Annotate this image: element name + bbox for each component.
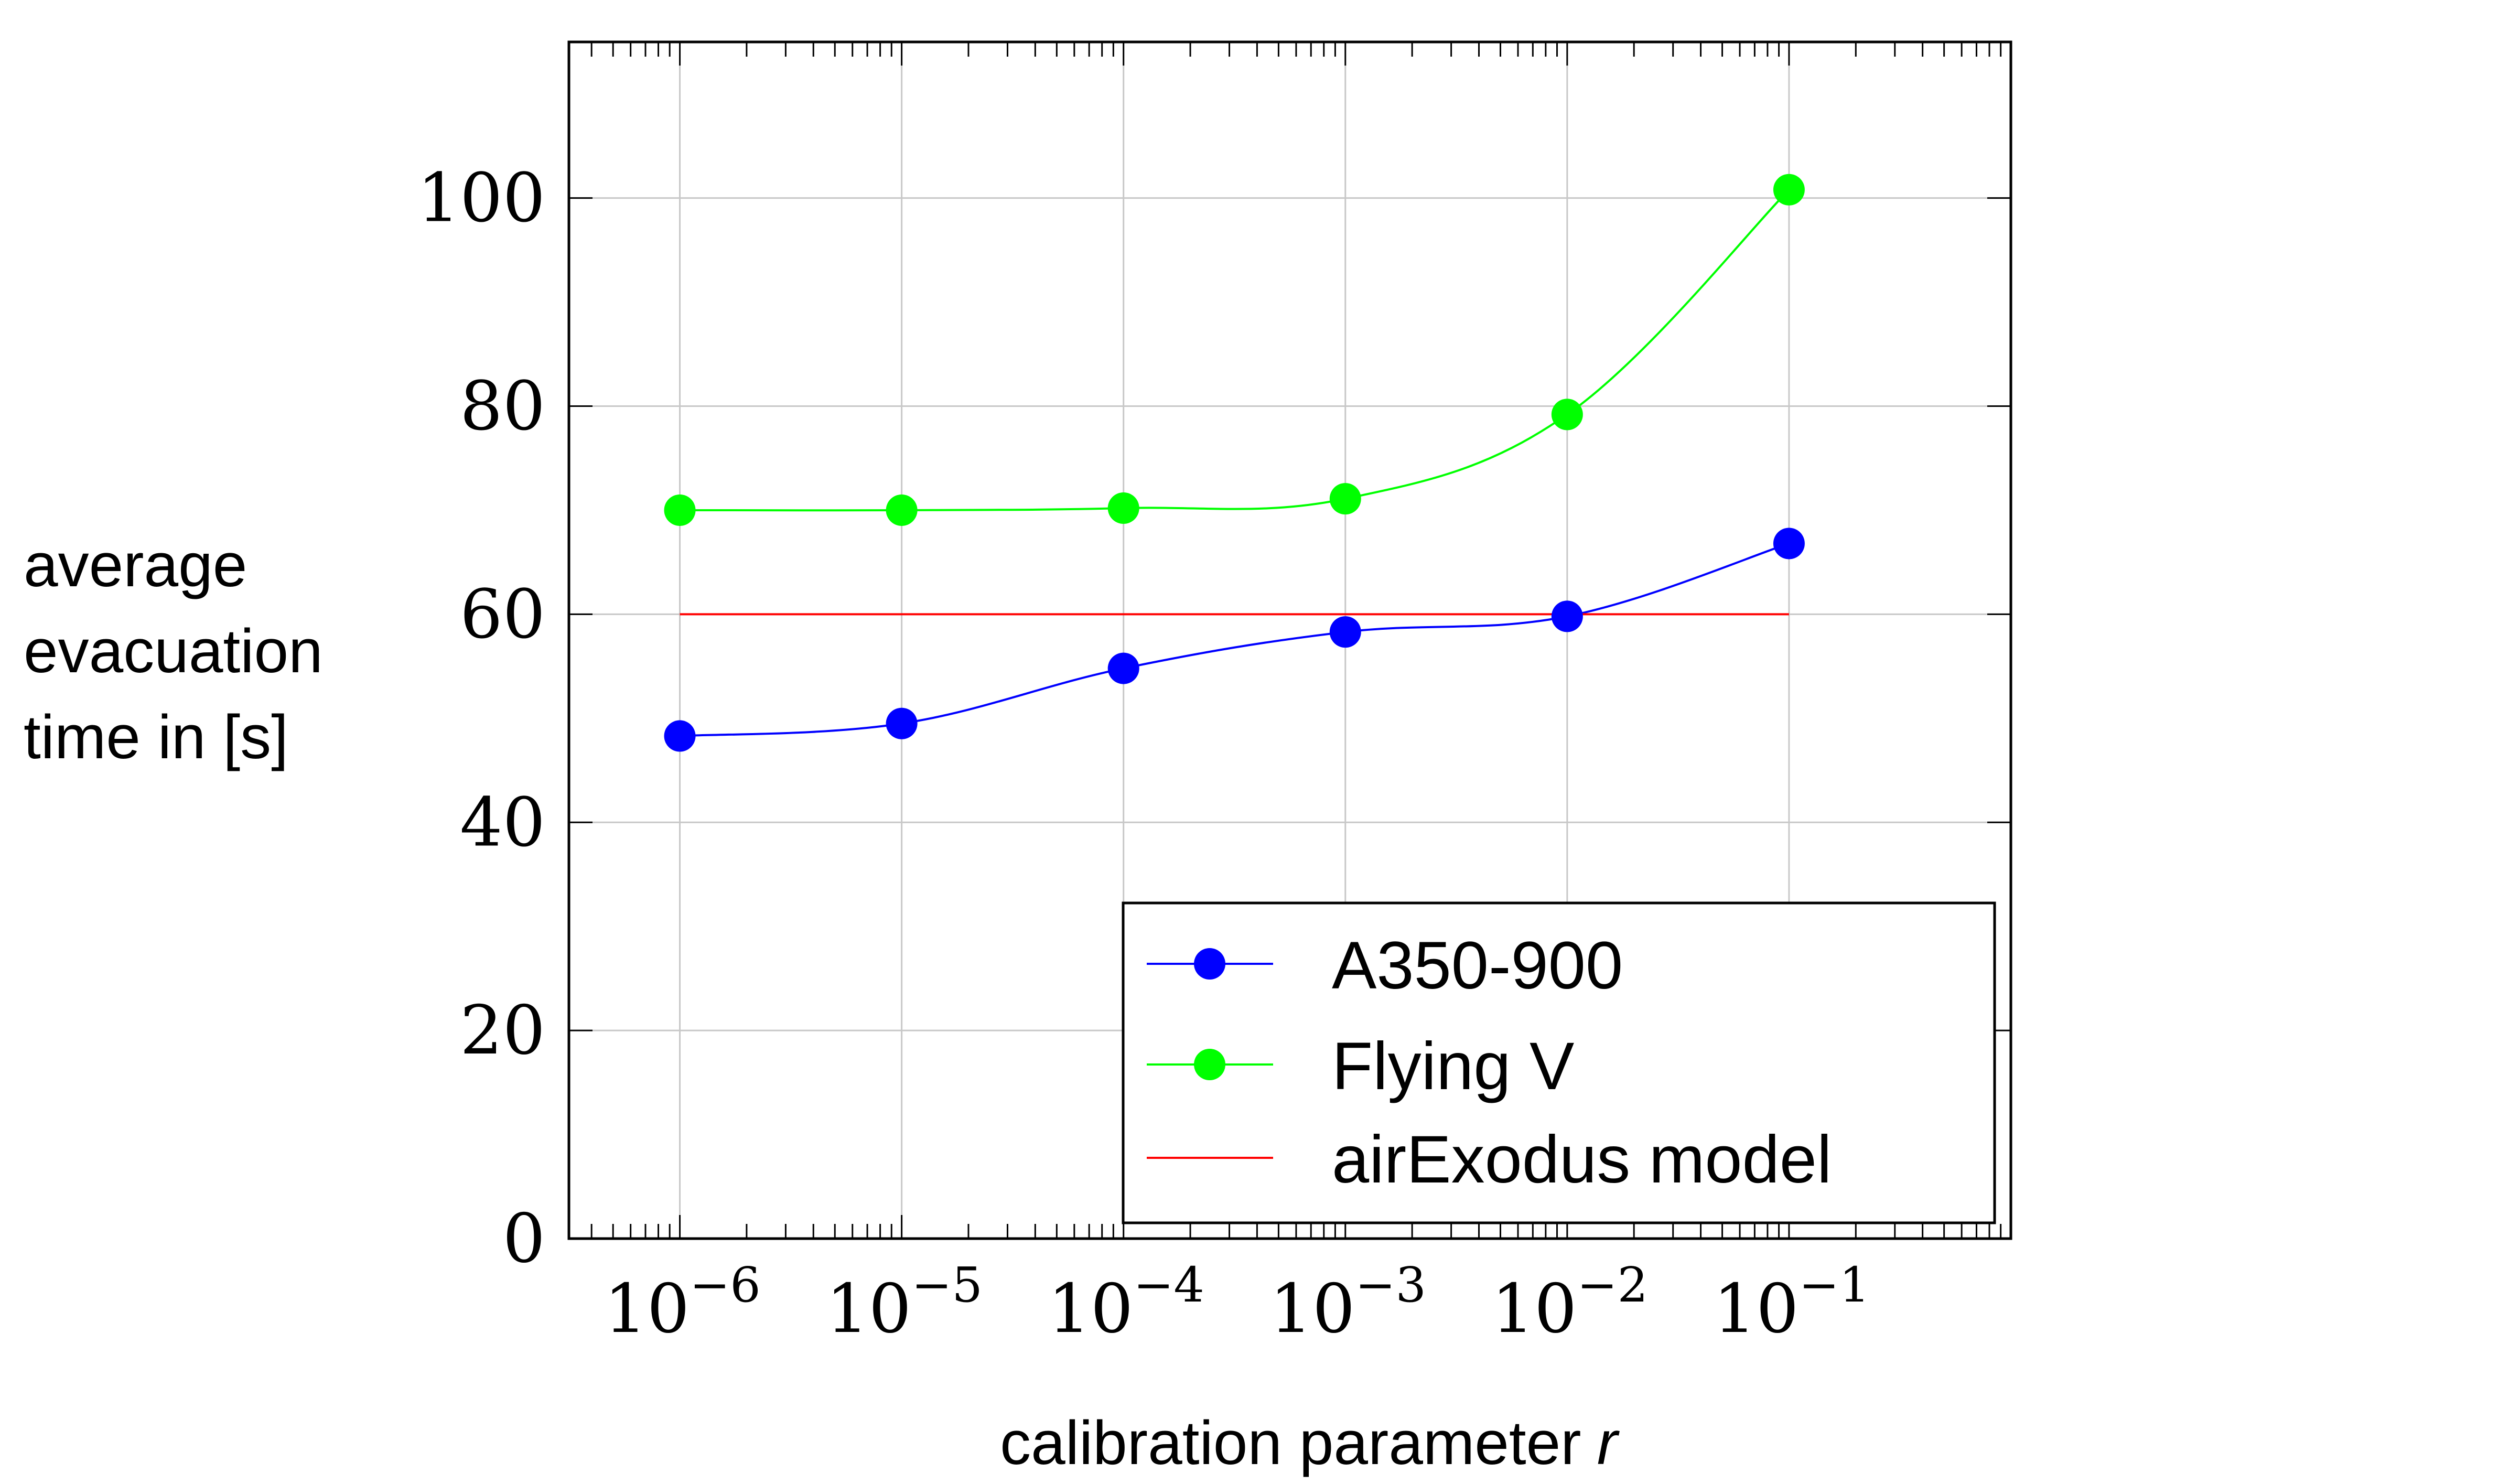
x-axis-title-variable: r: [1597, 1408, 1620, 1478]
y-tick-label: 0: [503, 1200, 545, 1278]
data-point-flying-v: [1107, 492, 1139, 524]
legend-marker-a350: [1194, 948, 1225, 980]
data-point-a350-900: [1329, 616, 1361, 648]
y-axis-title-line-2: evacuation: [24, 617, 323, 686]
legend-label-flying-v: Flying V: [1332, 1029, 1574, 1104]
y-tick-labels: 0 20 40 60 80 100: [417, 159, 545, 1278]
x-axis-title: calibration parameter r: [1000, 1408, 1620, 1478]
y-tick-label: 20: [460, 992, 545, 1070]
y-axis-title-line-1: average: [24, 531, 247, 600]
x-tick-label: 10−5: [826, 1257, 983, 1348]
minor-ticks: [569, 42, 2011, 1240]
x-tick-labels: 10−6 10−5 10−4 10−3 10−2 10−1: [604, 1257, 1870, 1348]
data-point-flying-v: [664, 494, 696, 526]
x-tick-label: 10−4: [1048, 1257, 1204, 1348]
y-axis-title-line-3: time in [s]: [24, 703, 288, 772]
legend-box: [1122, 901, 1996, 1224]
x-tick-label: 10−1: [1714, 1257, 1870, 1348]
y-tick-label: 100: [417, 159, 545, 238]
data-point-a350-900: [1551, 600, 1583, 632]
legend-marker-flying-v: [1194, 1049, 1225, 1080]
plot-frame: [567, 40, 2012, 1240]
y-axis-title: average evacuation time in [s]: [24, 531, 340, 772]
series-line-flying-v: [680, 189, 1790, 512]
x-tick-label: 10−3: [1270, 1257, 1427, 1348]
data-point-a350-900: [664, 720, 696, 752]
y-tick-label: 60: [460, 575, 545, 653]
data-point-a350-900: [1773, 528, 1805, 560]
legend: A350-900 Flying V airExodus model: [1122, 901, 1996, 1224]
x-axis-title-text: calibration parameter: [1000, 1408, 1581, 1478]
y-tick-label: 80: [460, 368, 545, 446]
legend-entry-airexodus: airExodus model: [1147, 1122, 1832, 1197]
series-layer: [664, 174, 1805, 752]
legend-entry-a350: A350-900: [1147, 928, 1623, 1003]
y-tick-label: 40: [460, 783, 545, 862]
data-point-a350-900: [1107, 652, 1139, 684]
data-point-flying-v: [886, 494, 918, 526]
data-point-flying-v: [1551, 399, 1583, 431]
data-point-a350-900: [886, 707, 918, 739]
series-line-a350-900: [680, 542, 1790, 737]
legend-entry-flying-v: Flying V: [1147, 1029, 1574, 1104]
legend-label-airexodus: airExodus model: [1332, 1122, 1832, 1197]
data-point-flying-v: [1329, 483, 1361, 515]
x-tick-label: 10−2: [1492, 1257, 1649, 1348]
data-point-flying-v: [1773, 174, 1805, 206]
legend-label-a350: A350-900: [1332, 928, 1623, 1003]
x-tick-label: 10−6: [604, 1257, 761, 1348]
